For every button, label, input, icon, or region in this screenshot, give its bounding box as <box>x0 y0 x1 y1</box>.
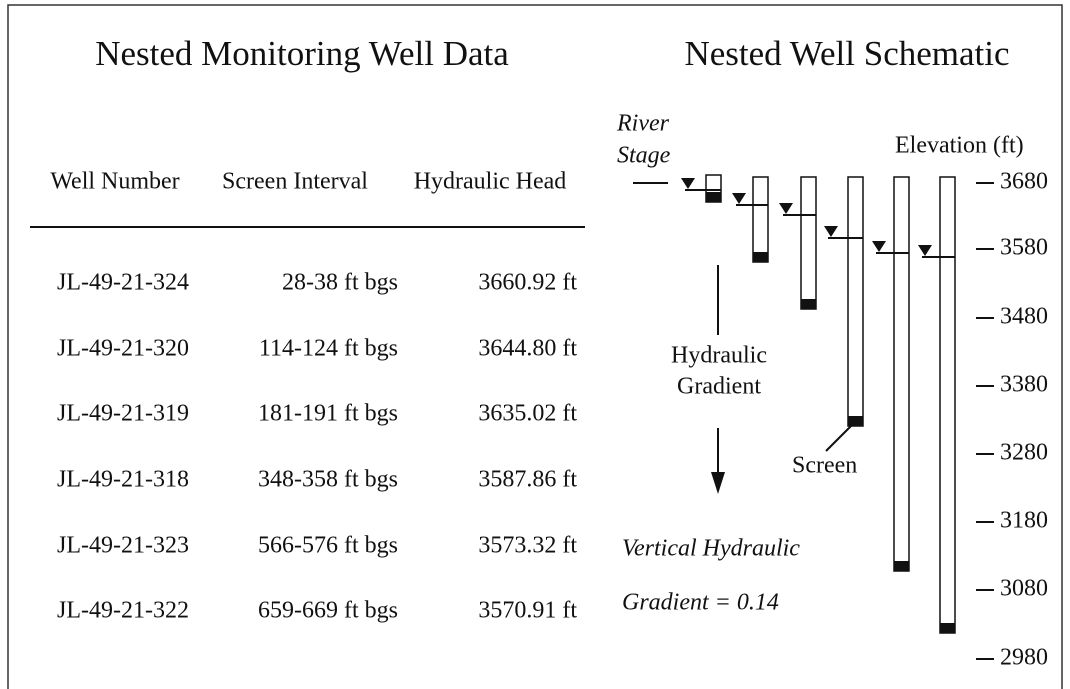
wells <box>681 174 956 634</box>
well-number: JL-49-21-324 <box>57 270 189 296</box>
elevation-value: 3580 <box>1000 235 1048 261</box>
well-screen <box>894 561 909 571</box>
water-marker <box>779 203 793 214</box>
frame <box>7 4 1063 689</box>
well-number: JL-49-21-319 <box>57 401 189 427</box>
arrow-head <box>711 472 725 494</box>
river-label: Stage <box>617 143 671 169</box>
column-header: Hydraulic Head <box>414 169 567 195</box>
well-number: JL-49-21-320 <box>57 336 189 362</box>
well-casing <box>939 176 956 634</box>
table-title: Nested Monitoring Well Data <box>95 34 509 73</box>
well-number: JL-49-21-323 <box>57 533 189 559</box>
well-screen <box>706 192 721 202</box>
elevation-axis: 3680 3580 3480 3380 3280 3180 3080 2980 <box>976 169 1048 671</box>
river-label: River <box>616 111 670 137</box>
water-marker <box>681 178 695 189</box>
column-header: Well Number <box>50 169 179 195</box>
screen-label: Screen <box>792 453 857 479</box>
well-screen <box>940 623 955 633</box>
elevation-value: 3080 <box>1000 576 1048 602</box>
screen-interval: 566-576 ft bgs <box>258 533 398 559</box>
hydraulic-head: 3660.92 ft <box>478 270 577 296</box>
hydraulic-head: 3587.86 ft <box>478 467 577 493</box>
column-header: Screen Interval <box>222 169 368 195</box>
water-marker <box>872 241 886 252</box>
hydraulic-head: 3635.02 ft <box>478 401 577 427</box>
elevation-value: 3680 <box>1000 169 1048 195</box>
water-marker <box>918 245 932 256</box>
elevation-value: 3180 <box>1000 508 1048 534</box>
note: Gradient = 0.14 <box>622 590 779 616</box>
well-casing <box>893 176 910 572</box>
well-casing <box>800 176 817 310</box>
hydraulic-head: 3570.91 ft <box>478 598 577 624</box>
screen-interval: 28-38 ft bgs <box>282 270 398 296</box>
leader-line <box>825 423 854 452</box>
well-screen <box>801 299 816 309</box>
screen-interval: 659-669 ft bgs <box>258 598 398 624</box>
elevation-label: Elevation (ft) <box>895 133 1024 159</box>
elevation-value: 3480 <box>1000 304 1048 330</box>
well-number: JL-49-21-322 <box>57 598 189 624</box>
well-screen <box>848 416 863 426</box>
elevation-value: 3380 <box>1000 372 1048 398</box>
elevation-value: 2980 <box>1000 645 1048 671</box>
water-marker <box>732 193 746 204</box>
schematic: River Stage Elevation (ft) 3680358034803… <box>616 111 1048 671</box>
elevation-value: 3280 <box>1000 440 1048 466</box>
screen-interval: 348-358 ft bgs <box>258 467 398 493</box>
screen-interval: 114-124 ft bgs <box>259 336 398 362</box>
table-body: JL-49-21-324 28-38 ft bgs 3660.92 ft JL-49-… <box>57 270 577 624</box>
water-marker <box>824 226 838 237</box>
schematic-title: Nested Well Schematic <box>684 34 1009 73</box>
hydraulic-head: 3644.80 ft <box>478 336 577 362</box>
gradient-label: Gradient <box>677 374 761 400</box>
note: Vertical Hydraulic <box>622 536 800 562</box>
screen-interval: 181-191 ft bgs <box>258 401 398 427</box>
well-casing <box>847 176 864 427</box>
well-screen <box>753 252 768 262</box>
well-number: JL-49-21-318 <box>57 467 189 493</box>
gradient-label: Hydraulic <box>671 343 767 369</box>
hydraulic-head: 3573.32 ft <box>478 533 577 559</box>
well-casing <box>752 176 769 263</box>
